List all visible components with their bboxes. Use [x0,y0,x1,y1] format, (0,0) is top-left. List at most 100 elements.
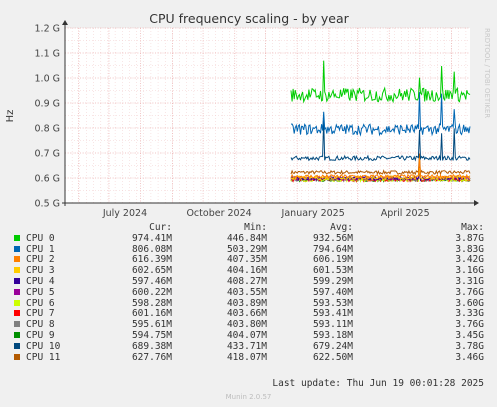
legend-max: 3.60G [455,297,484,309]
y-tick-label: 1.0 G [35,74,61,85]
legend-cur: 616.39M [131,254,172,266]
legend-cur: 594.75M [131,329,172,341]
series-line [290,60,471,104]
col-max: Max: [461,222,484,233]
legend-min: 446.84M [226,232,267,244]
legend-avg: 597.40M [312,286,353,298]
legend-min: 403.66M [226,308,267,320]
legend-swatch [14,353,20,360]
chart: CPU frequency scaling - by year Hz RRDTO… [5,11,491,219]
legend-avg: 593.18M [312,329,353,341]
last-update: Last update: Thu Jun 19 00:01:28 2025 [272,378,484,389]
legend-max: 3.83G [455,243,484,255]
legend-min: 408.27M [226,275,267,287]
legend-avg: 932.56M [312,232,353,244]
legend-min: 404.16M [226,265,267,277]
legend-min: 407.35M [226,254,267,266]
legend-cur: 595.61M [131,319,172,331]
legend-cur: 602.65M [131,265,172,277]
legend-avg: 679.24M [312,340,353,352]
legend-swatch [14,277,20,284]
legend-name: CPU 8 [26,319,55,331]
legend-avg: 794.64M [312,243,353,255]
x-axis-arrow [474,200,479,206]
legend-min: 403.89M [226,297,267,309]
series-line [290,119,471,162]
legend: Cur: Min: Avg: Max: CPU 0 974.41M 446.84M 9… [0,222,497,363]
legend-avg: 593.11M [312,319,353,331]
legend-name: CPU 10 [26,340,61,352]
legend-cur: 974.41M [131,232,172,244]
series-line [290,153,471,176]
legend-row: CPU 5 600.22M 403.55M 597.40M 3.76G [0,287,497,298]
y-axis-arrow [62,20,68,25]
legend-avg: 622.50M [312,351,353,363]
rrdtool-watermark: RRDTOOL / TOBI OETIKER [483,28,491,118]
legend-name: CPU 6 [26,297,55,309]
legend-row: CPU 0 974.41M 446.84M 932.56M 3.87G [0,233,497,244]
legend-cur: 806.08M [131,243,172,255]
series-line [290,157,471,180]
legend-cur: 597.46M [131,275,172,287]
legend-row: CPU 1 806.08M 503.29M 794.64M 3.83G [0,244,497,255]
legend-swatch [14,234,20,241]
legend-name: CPU 3 [26,265,55,277]
legend-name: CPU 0 [26,232,55,244]
x-tick-label: July 2024 [102,208,147,219]
legend-max: 3.31G [455,275,484,287]
legend-rows: CPU 0 974.41M 446.84M 932.56M 3.87G CPU 1 806.… [0,233,497,363]
legend-header: Cur: Min: Avg: Max: [0,222,497,233]
legend-swatch [14,288,20,295]
x-tick-label: January 2025 [281,208,345,219]
legend-swatch [14,331,20,338]
axes [62,20,479,206]
y-tick-label: 1.2 G [35,24,61,35]
legend-name: CPU 7 [26,308,55,320]
legend-min: 418.07M [226,351,267,363]
legend-max: 3.33G [455,308,484,320]
series-line [290,164,471,182]
legend-min: 403.80M [226,319,267,331]
legend-name: CPU 4 [26,275,55,287]
series-line [290,92,471,137]
legend-row: CPU 2 616.39M 407.35M 606.19M 3.42G [0,254,497,265]
legend-max: 3.42G [455,254,484,266]
col-avg: Avg: [330,222,353,233]
legend-min: 404.07M [226,329,267,341]
chart-title: CPU frequency scaling - by year [149,11,349,26]
legend-row: CPU 4 597.46M 408.27M 599.29M 3.31G [0,276,497,287]
legend-cur: 689.38M [131,340,172,352]
y-tick-label: 0.9 G [35,99,61,110]
legend-max: 3.76G [455,286,484,298]
legend-max: 3.76G [455,319,484,331]
legend-max: 3.46G [455,351,484,363]
legend-row: CPU 7 601.16M 403.66M 593.41M 3.33G [0,308,497,319]
legend-row: CPU 11 627.76M 418.07M 622.50M 3.46G [0,352,497,363]
legend-max: 3.78G [455,340,484,352]
legend-max: 3.16G [455,265,484,277]
legend-min: 433.71M [226,340,267,352]
x-tick-label: October 2024 [186,208,251,219]
munin-version: Munin 2.0.57 [225,393,272,401]
legend-row: CPU 10 689.38M 433.71M 679.24M 3.78G [0,341,497,352]
legend-avg: 599.29M [312,275,353,287]
legend-max: 3.87G [455,232,484,244]
legend-min: 403.55M [226,286,267,298]
col-cur: Cur: [149,222,172,233]
series-lines [290,60,471,184]
legend-max: 3.45G [455,329,484,341]
legend-avg: 593.53M [312,297,353,309]
y-axis-label: Hz [5,110,16,123]
legend-avg: 606.19M [312,254,353,266]
legend-row: CPU 9 594.75M 404.07M 593.18M 3.45G [0,330,497,341]
legend-name: CPU 5 [26,286,55,298]
legend-name: CPU 2 [26,254,55,266]
y-tick-label: 0.5 G [35,199,61,210]
legend-swatch [14,342,20,349]
legend-swatch [14,256,20,263]
legend-name: CPU 11 [26,351,61,363]
legend-avg: 593.41M [312,308,353,320]
legend-row: CPU 8 595.61M 403.80M 593.11M 3.76G [0,319,497,330]
legend-swatch [14,310,20,317]
plot-area [65,28,470,203]
